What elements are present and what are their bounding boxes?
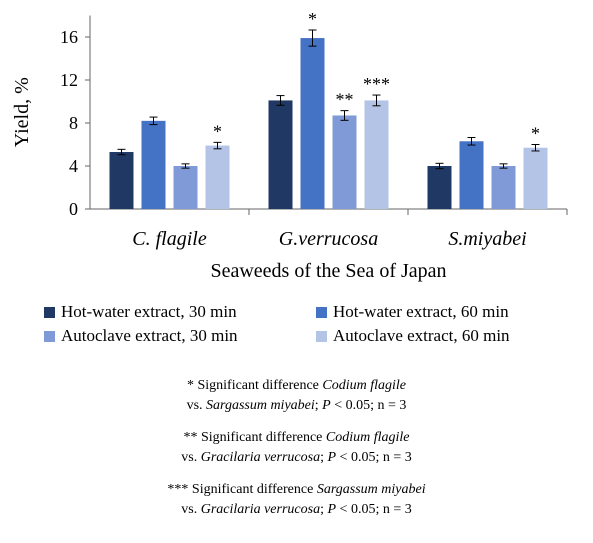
bar-3-1	[427, 166, 452, 209]
bar-1-2	[141, 120, 166, 209]
footnote-1-prefix: * Significant difference	[186, 378, 323, 393]
legend-label-3: Autoclave extract, 30 min	[61, 326, 238, 345]
footnote-1-species-b: Sargassum miyabei	[206, 398, 315, 413]
bar-2-3	[332, 115, 357, 209]
footnote-2-prefix: ** Significant difference	[183, 430, 326, 445]
footnotes: * Significant difference Codium flagile …	[0, 376, 593, 532]
chart-axes	[85, 15, 568, 215]
footnote-1-species-a: Codium flagile	[322, 378, 407, 393]
footnote-2-p: P	[327, 450, 337, 465]
footnote-3: *** Significant difference Sargassum miy…	[0, 480, 593, 520]
bar-1-1	[109, 152, 134, 209]
significance-mark-2-4: ***	[363, 74, 390, 94]
footnote-2: ** Significant difference Codium flagile…	[0, 428, 593, 468]
x-tick-label-2: G.verrucosa	[279, 228, 378, 250]
bar-2-2	[300, 38, 325, 210]
footnote-1-sep: ;	[314, 398, 323, 413]
footnote-1: * Significant difference Codium flagile …	[0, 376, 593, 416]
y-tick-label-0: 0	[69, 199, 78, 219]
footnote-3-p: P	[327, 502, 337, 517]
x-axis-title: Seaweeds of the Sea of Japan	[210, 260, 446, 282]
footnote-2-stat: < 0.05; n = 3	[336, 450, 412, 465]
footnote-1-p: P	[322, 398, 331, 413]
legend-item-4: Autoclave extract, 60 min	[316, 326, 510, 346]
significance-mark-2-2: *	[308, 9, 317, 29]
bar-2-4	[364, 100, 389, 209]
footnote-3-stat: < 0.05; n = 3	[336, 502, 412, 517]
y-tick-label-2: 8	[69, 113, 78, 133]
legend-item-1: Hot-water extract, 30 min	[44, 302, 237, 322]
y-axis-title: Yield, %	[11, 77, 33, 147]
legend-swatch-3	[44, 330, 55, 342]
y-tick-label-1: 4	[69, 156, 78, 176]
legend-label-1: Hot-water extract, 30 min	[61, 302, 237, 321]
x-tick-label-3: S.miyabei	[448, 228, 526, 250]
footnote-3-species-b: Gracilaria verrucosa	[200, 502, 321, 517]
significance-mark-1-4: *	[213, 121, 222, 141]
y-tick-label-3: 12	[60, 70, 78, 90]
x-tick-label-1: C. flagile	[132, 228, 207, 250]
legend-swatch-4	[316, 330, 327, 342]
bar-3-2	[459, 141, 484, 209]
footnote-2-vs: vs.	[181, 450, 201, 465]
bar-3-3	[491, 166, 516, 209]
footnote-2-species-b: Gracilaria verrucosa	[200, 450, 321, 465]
significance-mark-3-4: *	[531, 124, 540, 144]
footnote-1-stat: < 0.05; n = 3	[330, 398, 407, 413]
footnote-2-sep: ;	[320, 450, 328, 465]
footnote-3-vs: vs.	[181, 502, 201, 517]
bar-2-1	[268, 100, 293, 209]
legend-item-2: Hot-water extract, 60 min	[316, 302, 509, 322]
bar-3-4	[523, 147, 548, 209]
legend-label-4: Autoclave extract, 60 min	[333, 326, 510, 345]
significance-mark-2-3: **	[336, 90, 354, 110]
legend-swatch-2	[316, 306, 327, 318]
footnote-3-species-a: Sargassum miyabei	[316, 482, 426, 497]
legend-item-3: Autoclave extract, 30 min	[44, 326, 238, 346]
footnote-2-species-a: Codium flagile	[325, 430, 410, 445]
bar-1-3	[173, 166, 198, 209]
legend-label-2: Hot-water extract, 60 min	[333, 302, 509, 321]
footnote-1-vs: vs.	[186, 398, 207, 413]
legend-swatch-1	[44, 306, 55, 318]
chart-bars	[109, 29, 548, 210]
footnote-3-prefix: *** Significant difference	[167, 482, 317, 497]
y-tick-label-4: 16	[60, 27, 78, 47]
footnote-3-sep: ;	[320, 502, 328, 517]
bar-1-4	[205, 145, 230, 209]
